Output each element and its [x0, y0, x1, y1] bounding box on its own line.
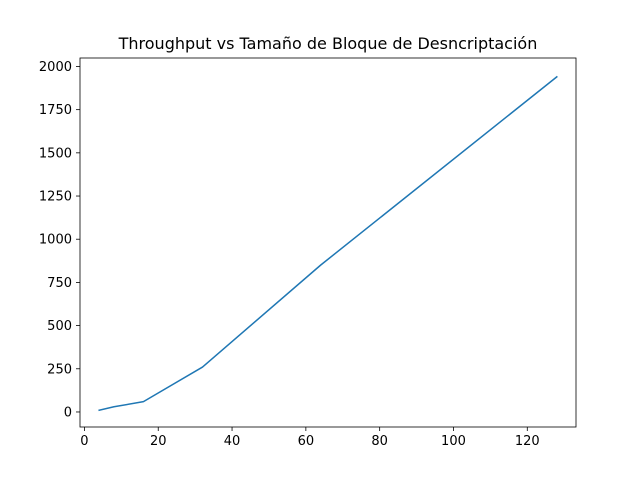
chart-title: Throughput vs Tamaño de Bloque de Desncr… — [118, 34, 538, 53]
x-tick-label: 40 — [224, 434, 241, 449]
x-tick-label: 60 — [298, 434, 315, 449]
y-tick-label: 750 — [47, 276, 72, 291]
plot-frame — [79, 57, 577, 428]
y-tick-label: 0 — [64, 405, 72, 420]
y-tick-label: 1250 — [39, 190, 72, 205]
x-tick-label: 20 — [150, 434, 167, 449]
x-tick-label: 80 — [371, 434, 388, 449]
x-tick-label: 100 — [441, 434, 466, 449]
y-tick-label: 1000 — [39, 233, 72, 248]
x-tick-label: 120 — [515, 434, 540, 449]
axes: 0 20 40 60 80 100 120 0 250 500 750 1000 1250 1500 175… — [39, 57, 577, 449]
y-tick-label: 500 — [47, 319, 72, 334]
y-tick-label: 1500 — [39, 146, 72, 161]
y-tick-label: 250 — [47, 362, 72, 377]
plot-area — [98, 75, 558, 412]
y-tick-label: 2000 — [39, 60, 72, 75]
x-tick-label: 0 — [80, 434, 88, 449]
series-line-0 — [98, 75, 558, 412]
y-tick-label: 1750 — [39, 103, 72, 118]
